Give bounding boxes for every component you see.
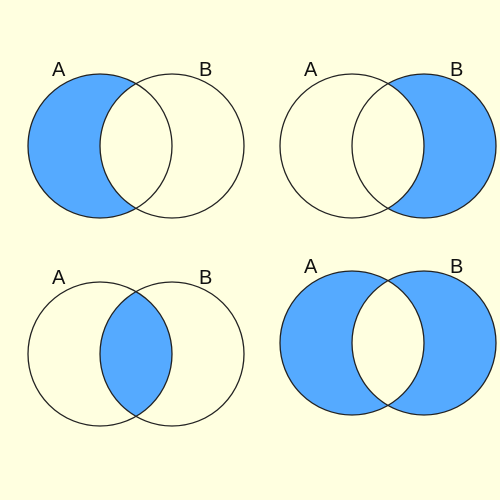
label-a: A bbox=[52, 59, 66, 81]
venn-symmetric-difference: A B bbox=[279, 256, 497, 416]
label-a: A bbox=[304, 256, 318, 278]
label-b: B bbox=[450, 256, 463, 278]
venn-b-only: A B bbox=[279, 59, 497, 219]
shaded-region bbox=[280, 271, 496, 415]
circle-a bbox=[27, 281, 173, 427]
circle-b bbox=[351, 270, 497, 416]
circle-a bbox=[279, 270, 425, 416]
circle-b bbox=[99, 73, 245, 219]
label-b: B bbox=[450, 59, 463, 81]
venn-a-only: A B bbox=[27, 59, 245, 219]
label-b: B bbox=[199, 267, 212, 289]
label-b: B bbox=[199, 59, 212, 81]
circle-a bbox=[279, 73, 425, 219]
label-a: A bbox=[52, 267, 66, 289]
shaded-region bbox=[100, 291, 172, 417]
circle-a bbox=[27, 73, 173, 219]
circle-b bbox=[351, 73, 497, 219]
circle-b bbox=[99, 281, 245, 427]
label-a: A bbox=[304, 59, 318, 81]
venn-intersection: A B bbox=[27, 267, 245, 427]
